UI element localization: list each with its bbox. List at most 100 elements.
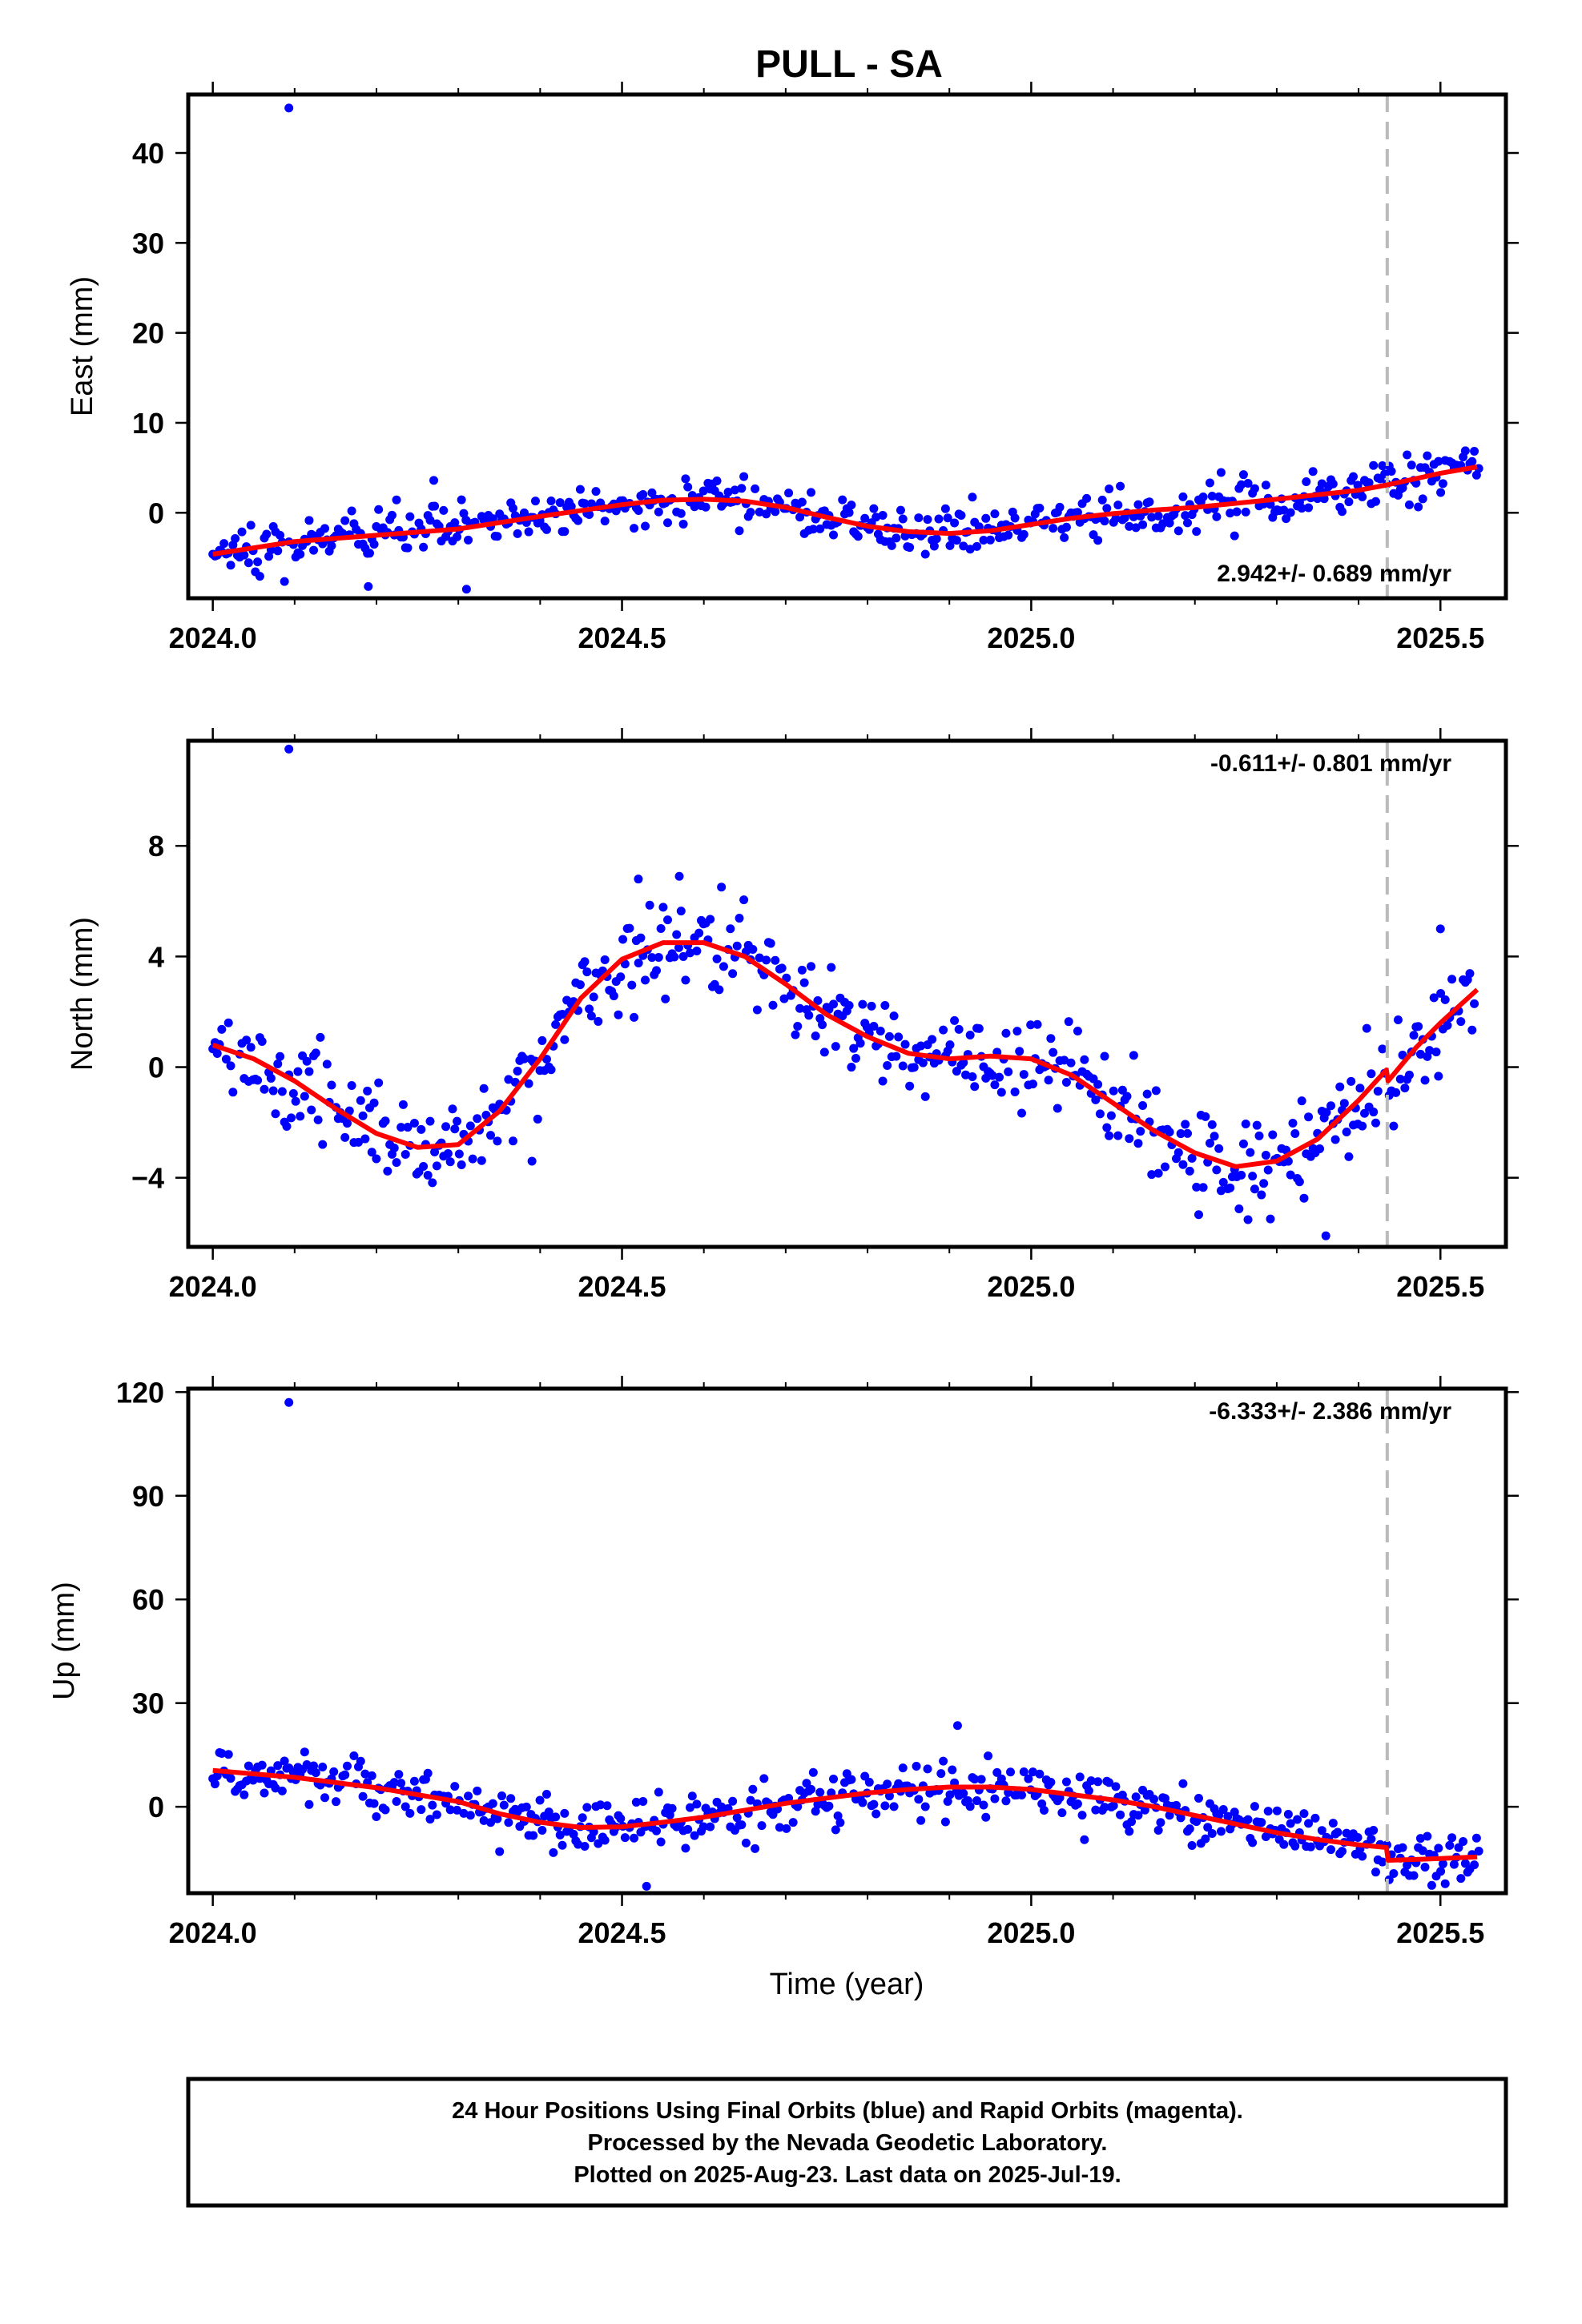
- final-orbit-point: [1230, 531, 1239, 541]
- final-orbit-point: [739, 895, 749, 905]
- x-tick-label: 2025.0: [987, 1916, 1075, 1949]
- final-orbit-point: [943, 513, 952, 523]
- final-orbit-point: [397, 1779, 406, 1788]
- final-orbit-point: [397, 1123, 406, 1132]
- final-orbit-point: [847, 1063, 856, 1072]
- final-orbit-point: [340, 516, 350, 525]
- final-orbit-point: [248, 1775, 258, 1785]
- final-orbit-point: [920, 1802, 930, 1811]
- final-orbit-point: [425, 516, 435, 525]
- final-orbit-point: [318, 1140, 328, 1149]
- final-orbit-point: [242, 1035, 252, 1045]
- final-orbit-point: [1064, 1017, 1073, 1027]
- final-orbit-point: [880, 1001, 890, 1011]
- final-orbit-point: [616, 1814, 626, 1823]
- final-orbit-point: [1358, 493, 1367, 502]
- y-tick-label: 60: [132, 1583, 164, 1616]
- final-orbit-point: [217, 1748, 227, 1758]
- final-orbit-point: [1294, 1177, 1304, 1187]
- final-orbit-point: [1060, 533, 1069, 542]
- final-orbit-point: [1216, 468, 1226, 477]
- final-orbit-point: [369, 1098, 379, 1108]
- final-orbit-point: [231, 533, 240, 543]
- final-orbit-point: [304, 1067, 314, 1076]
- final-orbit-point: [1415, 1049, 1425, 1059]
- final-orbit-point: [641, 521, 650, 531]
- final-orbit-point: [1286, 1819, 1295, 1828]
- final-orbit-point: [685, 1803, 694, 1812]
- final-orbit-point: [936, 1769, 946, 1779]
- final-orbit-point: [1187, 1153, 1197, 1163]
- final-orbit-point: [1153, 1168, 1163, 1178]
- final-orbit-point: [1308, 467, 1318, 476]
- final-orbit-point: [1093, 536, 1103, 545]
- final-orbit-point: [894, 1779, 904, 1788]
- final-orbit-point: [1330, 1135, 1340, 1144]
- final-orbit-point: [499, 1800, 509, 1810]
- final-orbit-point: [1243, 1815, 1253, 1824]
- final-orbit-point: [1470, 999, 1479, 1008]
- final-orbit-point: [1035, 503, 1045, 513]
- final-orbit-point: [1172, 1800, 1181, 1810]
- y-tick-label: 90: [132, 1480, 164, 1513]
- final-orbit-point: [342, 1119, 352, 1128]
- final-orbit-point: [990, 1794, 1000, 1803]
- final-orbit-point: [1113, 501, 1123, 510]
- final-orbit-point: [450, 1782, 460, 1791]
- final-orbit-point: [952, 1067, 961, 1076]
- final-orbit-point: [580, 1841, 590, 1851]
- final-orbit-point: [1173, 526, 1183, 536]
- final-orbit-point: [788, 1818, 798, 1827]
- final-orbit-point: [228, 1088, 238, 1097]
- final-orbit-point: [1286, 508, 1295, 517]
- final-orbit-point: [374, 1078, 384, 1088]
- final-orbit-point: [1102, 504, 1112, 513]
- final-orbit-point: [775, 1823, 784, 1832]
- final-orbit-point: [1310, 1813, 1320, 1823]
- final-orbit-point: [992, 1767, 1002, 1777]
- final-orbit-point: [1086, 1776, 1096, 1786]
- final-orbit-point: [1261, 1832, 1270, 1842]
- final-orbit-point: [212, 1771, 222, 1781]
- final-orbit-point: [672, 930, 682, 939]
- final-orbit-point: [1133, 1811, 1143, 1820]
- final-orbit-point: [831, 1042, 840, 1051]
- final-orbit-point: [638, 490, 648, 500]
- final-orbit-point: [1358, 1852, 1367, 1861]
- final-orbit-point: [1198, 1183, 1208, 1192]
- final-orbit-point: [1183, 1128, 1193, 1138]
- final-orbit-point: [1333, 1827, 1342, 1837]
- final-orbit-point: [1122, 1092, 1132, 1101]
- final-orbit-point: [1001, 1796, 1011, 1806]
- final-orbit-point: [380, 1805, 390, 1815]
- y-tick-label: 10: [132, 407, 164, 440]
- final-orbit-point: [1389, 1121, 1399, 1131]
- final-orbit-point: [1102, 1123, 1112, 1132]
- final-orbit-point: [652, 1826, 662, 1835]
- final-orbit-point: [448, 1104, 457, 1114]
- final-orbit-point: [1434, 456, 1443, 466]
- final-orbit-point: [594, 1839, 603, 1848]
- final-orbit-point: [1467, 456, 1477, 466]
- final-orbit-point: [1125, 1827, 1134, 1836]
- final-orbit-point: [972, 541, 982, 551]
- final-orbit-point: [1436, 488, 1446, 497]
- final-orbit-point: [1456, 1874, 1466, 1884]
- final-orbit-point: [273, 1059, 283, 1069]
- final-orbit-point: [855, 1039, 865, 1048]
- final-orbit-point: [322, 1059, 332, 1069]
- final-orbit-point: [1409, 1031, 1419, 1040]
- final-orbit-point: [970, 1775, 980, 1784]
- final-orbit-point: [1423, 451, 1432, 460]
- final-orbit-point: [898, 1763, 908, 1773]
- final-orbit-point: [685, 948, 694, 958]
- final-orbit-point: [732, 1813, 742, 1823]
- final-orbit-point: [1198, 493, 1208, 502]
- final-orbit-point: [541, 525, 551, 534]
- final-orbit-point: [1010, 513, 1020, 523]
- final-orbit-point: [1440, 995, 1450, 1004]
- final-orbit-point: [240, 1790, 249, 1799]
- final-orbit-point: [1125, 1134, 1134, 1144]
- final-orbit-point: [445, 1157, 455, 1167]
- final-orbit-point: [634, 505, 643, 515]
